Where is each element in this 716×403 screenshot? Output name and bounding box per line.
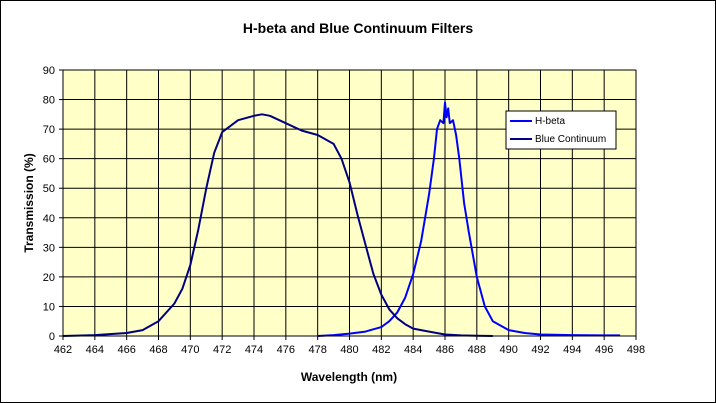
x-tick-label: 494 (563, 344, 581, 356)
y-tick-label: 70 (43, 124, 55, 136)
chart-title: H-beta and Blue Continuum Filters (243, 20, 473, 36)
series-line-h-beta (317, 101, 621, 337)
x-axis-label: Wavelength (nm) (301, 370, 397, 384)
y-tick-label: 80 (43, 95, 55, 107)
legend-label-blue-continuum: Blue Continuum (535, 134, 606, 145)
y-tick-label: 90 (43, 65, 55, 77)
y-tick-label: 50 (43, 183, 55, 195)
x-tick-label: 484 (404, 344, 422, 356)
x-tick-label: 480 (340, 344, 358, 356)
x-tick-label: 466 (117, 344, 135, 356)
y-tick-label: 40 (43, 213, 55, 225)
x-tick-label: 478 (308, 344, 326, 356)
series-lines (62, 101, 621, 337)
x-tick-label: 476 (277, 344, 295, 356)
y-tick-label: 30 (43, 242, 55, 254)
y-tick-label: 0 (49, 331, 55, 343)
x-tick-label: 462 (54, 344, 72, 356)
legend: H-beta Blue Continuum (505, 110, 617, 150)
x-tick-label: 496 (595, 344, 613, 356)
x-tick-label: 488 (468, 344, 486, 356)
series-line-blue-continuum (62, 113, 493, 337)
x-tick-label: 490 (499, 344, 517, 356)
axis-ticks: 462 464 466 468 470 472 474 476 478 480 482 484 486 4… (43, 65, 645, 356)
y-tick-label: 20 (43, 272, 55, 284)
x-tick-label: 498 (627, 344, 645, 356)
legend-box (505, 110, 617, 150)
y-tick-label: 60 (43, 154, 55, 166)
x-tick-label: 468 (149, 344, 167, 356)
x-tick-label: 470 (181, 344, 199, 356)
x-tick-label: 474 (245, 344, 263, 356)
y-axis-label: Transmission (%) (22, 153, 36, 252)
x-tick-label: 472 (213, 344, 231, 356)
y-tick-label: 10 (43, 301, 55, 313)
legend-label-h-beta: H-beta (535, 116, 565, 127)
x-tick-label: 492 (531, 344, 549, 356)
x-tick-label: 486 (436, 344, 454, 356)
x-tick-label: 464 (86, 344, 104, 356)
x-tick-label: 482 (372, 344, 390, 356)
